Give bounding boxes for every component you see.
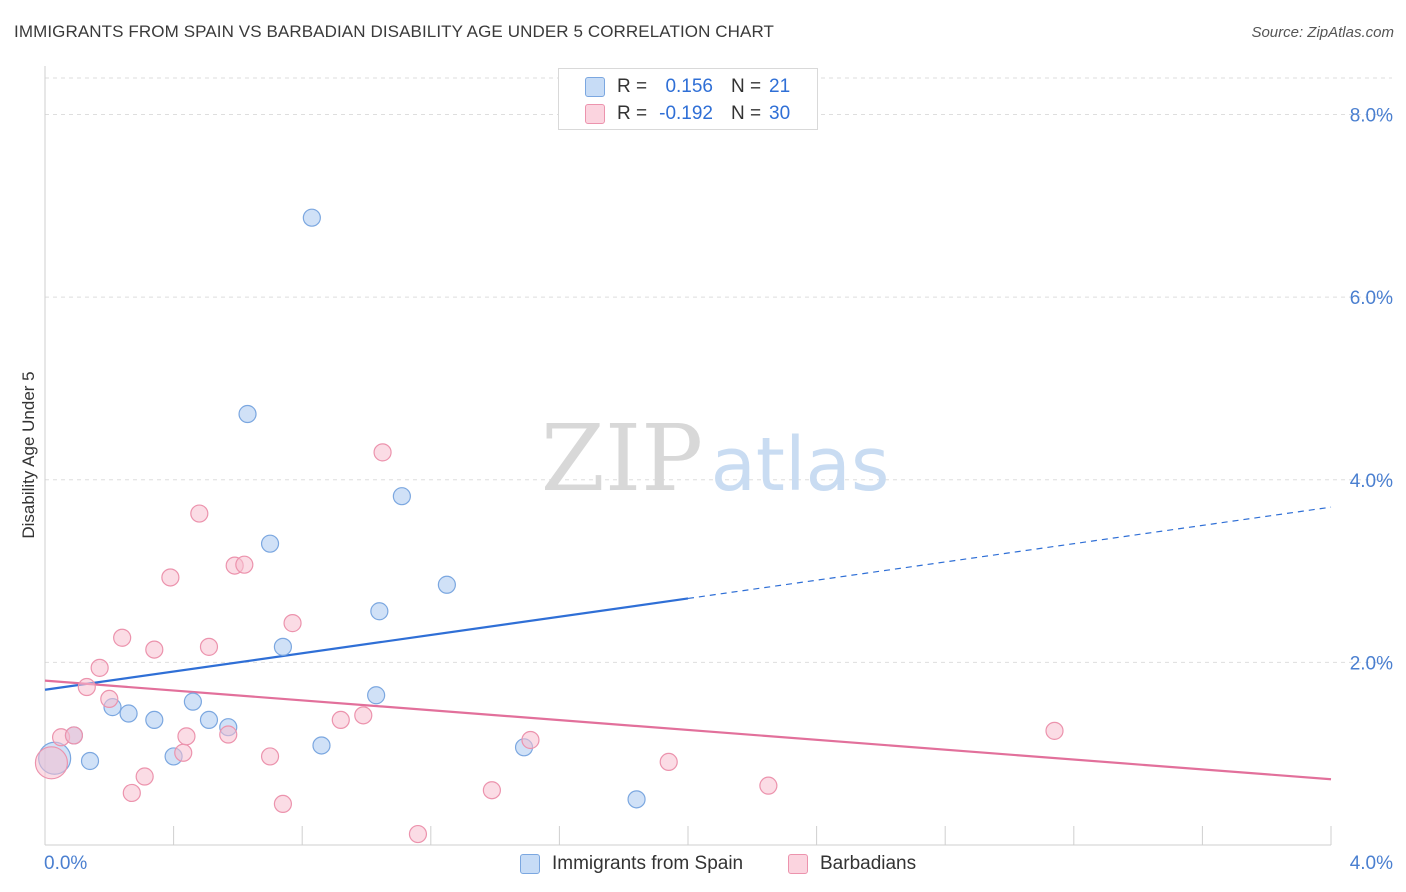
watermark-atlas: atlas xyxy=(711,422,890,508)
axes xyxy=(44,66,1332,846)
bottom-legend: Immigrants from Spain Barbadians xyxy=(0,852,1406,878)
r-value: 0.156 xyxy=(665,76,713,97)
spain-point xyxy=(392,487,411,506)
spain-point xyxy=(627,790,646,809)
barbadians-point xyxy=(174,743,193,762)
barbadians-point xyxy=(122,783,141,803)
y-tick-label: 2.0% xyxy=(1350,653,1393,674)
source-label: Source: ZipAtlas.com xyxy=(1251,24,1394,41)
x-tick-label: 4.0% xyxy=(1350,853,1393,874)
spain-point xyxy=(273,637,293,656)
barbadians-point xyxy=(331,710,350,730)
legend-item-spain[interactable]: Immigrants from Spain xyxy=(520,852,743,876)
barbadians-point xyxy=(373,443,392,462)
barbadians-point xyxy=(145,640,164,659)
spain-point xyxy=(199,710,219,730)
barbadians-point xyxy=(354,706,373,725)
spain-point xyxy=(238,404,257,424)
spain-point xyxy=(119,704,138,723)
barbadians-point xyxy=(199,637,219,656)
spain-point xyxy=(260,534,280,553)
barbadians-point xyxy=(219,725,238,744)
r-value: -0.192 xyxy=(659,103,713,124)
barbadians-trend-line xyxy=(44,679,1332,781)
watermark-zip: ZIP xyxy=(541,405,703,512)
barbadians-legend-swatch-icon xyxy=(788,854,808,874)
barbadians-point xyxy=(1045,721,1064,740)
spain-trend-extension xyxy=(687,506,1332,600)
spain-point xyxy=(302,208,321,227)
barbadians-point xyxy=(113,628,132,647)
n-label: N = xyxy=(731,76,762,97)
legend-label: Barbadians xyxy=(820,853,917,874)
barbadians-point xyxy=(283,614,302,633)
legend-item-barbadians[interactable]: Barbadians xyxy=(788,852,916,876)
barbadians-point xyxy=(135,767,154,786)
spain-point xyxy=(370,602,389,621)
barbadians-point xyxy=(100,689,119,709)
barbadians-point xyxy=(77,677,96,697)
barbadians-point xyxy=(273,794,293,814)
stats-row-spain: R = 0.156 N = 21 xyxy=(559,73,817,101)
x-tick-label: 0.0% xyxy=(44,853,87,874)
barbadians-point xyxy=(521,730,540,750)
barbadians-point xyxy=(34,746,69,780)
chart-title: IMMIGRANTS FROM SPAIN VS BARBADIAN DISAB… xyxy=(14,22,775,41)
y-tick-label: 8.0% xyxy=(1350,106,1393,127)
spain-point xyxy=(145,710,164,730)
y-tick-label: 4.0% xyxy=(1350,471,1393,492)
spain-point xyxy=(183,692,202,711)
barbadians-point xyxy=(235,555,254,574)
barbadians-point xyxy=(64,726,84,745)
spain-point xyxy=(367,686,386,705)
n-value: 30 xyxy=(769,103,791,124)
r-label: R = xyxy=(617,76,648,97)
barbadians-point xyxy=(759,776,778,795)
spain-swatch-icon xyxy=(585,77,605,97)
spain-legend-swatch-icon xyxy=(520,854,540,874)
r-label: R = xyxy=(617,103,648,124)
gridlines xyxy=(45,77,1392,663)
barbadians-point xyxy=(90,658,109,677)
barbadians-point xyxy=(260,747,280,766)
tick-labels: 2.0% 4.0% 6.0% 8.0% 0.0% 4.0% xyxy=(44,106,1393,874)
barbadians-swatch-icon xyxy=(585,104,605,124)
barbadians-point xyxy=(659,752,678,772)
n-value: 21 xyxy=(769,76,791,97)
y-tick-label: 6.0% xyxy=(1350,288,1393,309)
n-label: N = xyxy=(731,103,762,124)
legend-label: Immigrants from Spain xyxy=(552,853,744,874)
barbadians-point xyxy=(482,781,501,800)
stats-row-barbadians: R = -0.192 N = 30 xyxy=(559,100,817,128)
barbadians-point xyxy=(190,504,209,523)
trend-lines xyxy=(44,506,1332,781)
barbadians-point xyxy=(408,824,428,844)
spain-point xyxy=(80,751,100,771)
spain-point xyxy=(437,575,456,594)
watermark: ZIP atlas xyxy=(541,405,890,512)
spain-point xyxy=(312,736,331,755)
barbadians-point xyxy=(161,568,180,587)
barbadians-point xyxy=(177,727,196,746)
stats-legend: R = 0.156 N = 21 R = -0.192 N = 30 xyxy=(558,68,818,130)
y-axis-label: Disability Age Under 5 xyxy=(19,371,38,538)
spain-trend-line xyxy=(44,597,689,691)
data-points xyxy=(34,208,1064,844)
